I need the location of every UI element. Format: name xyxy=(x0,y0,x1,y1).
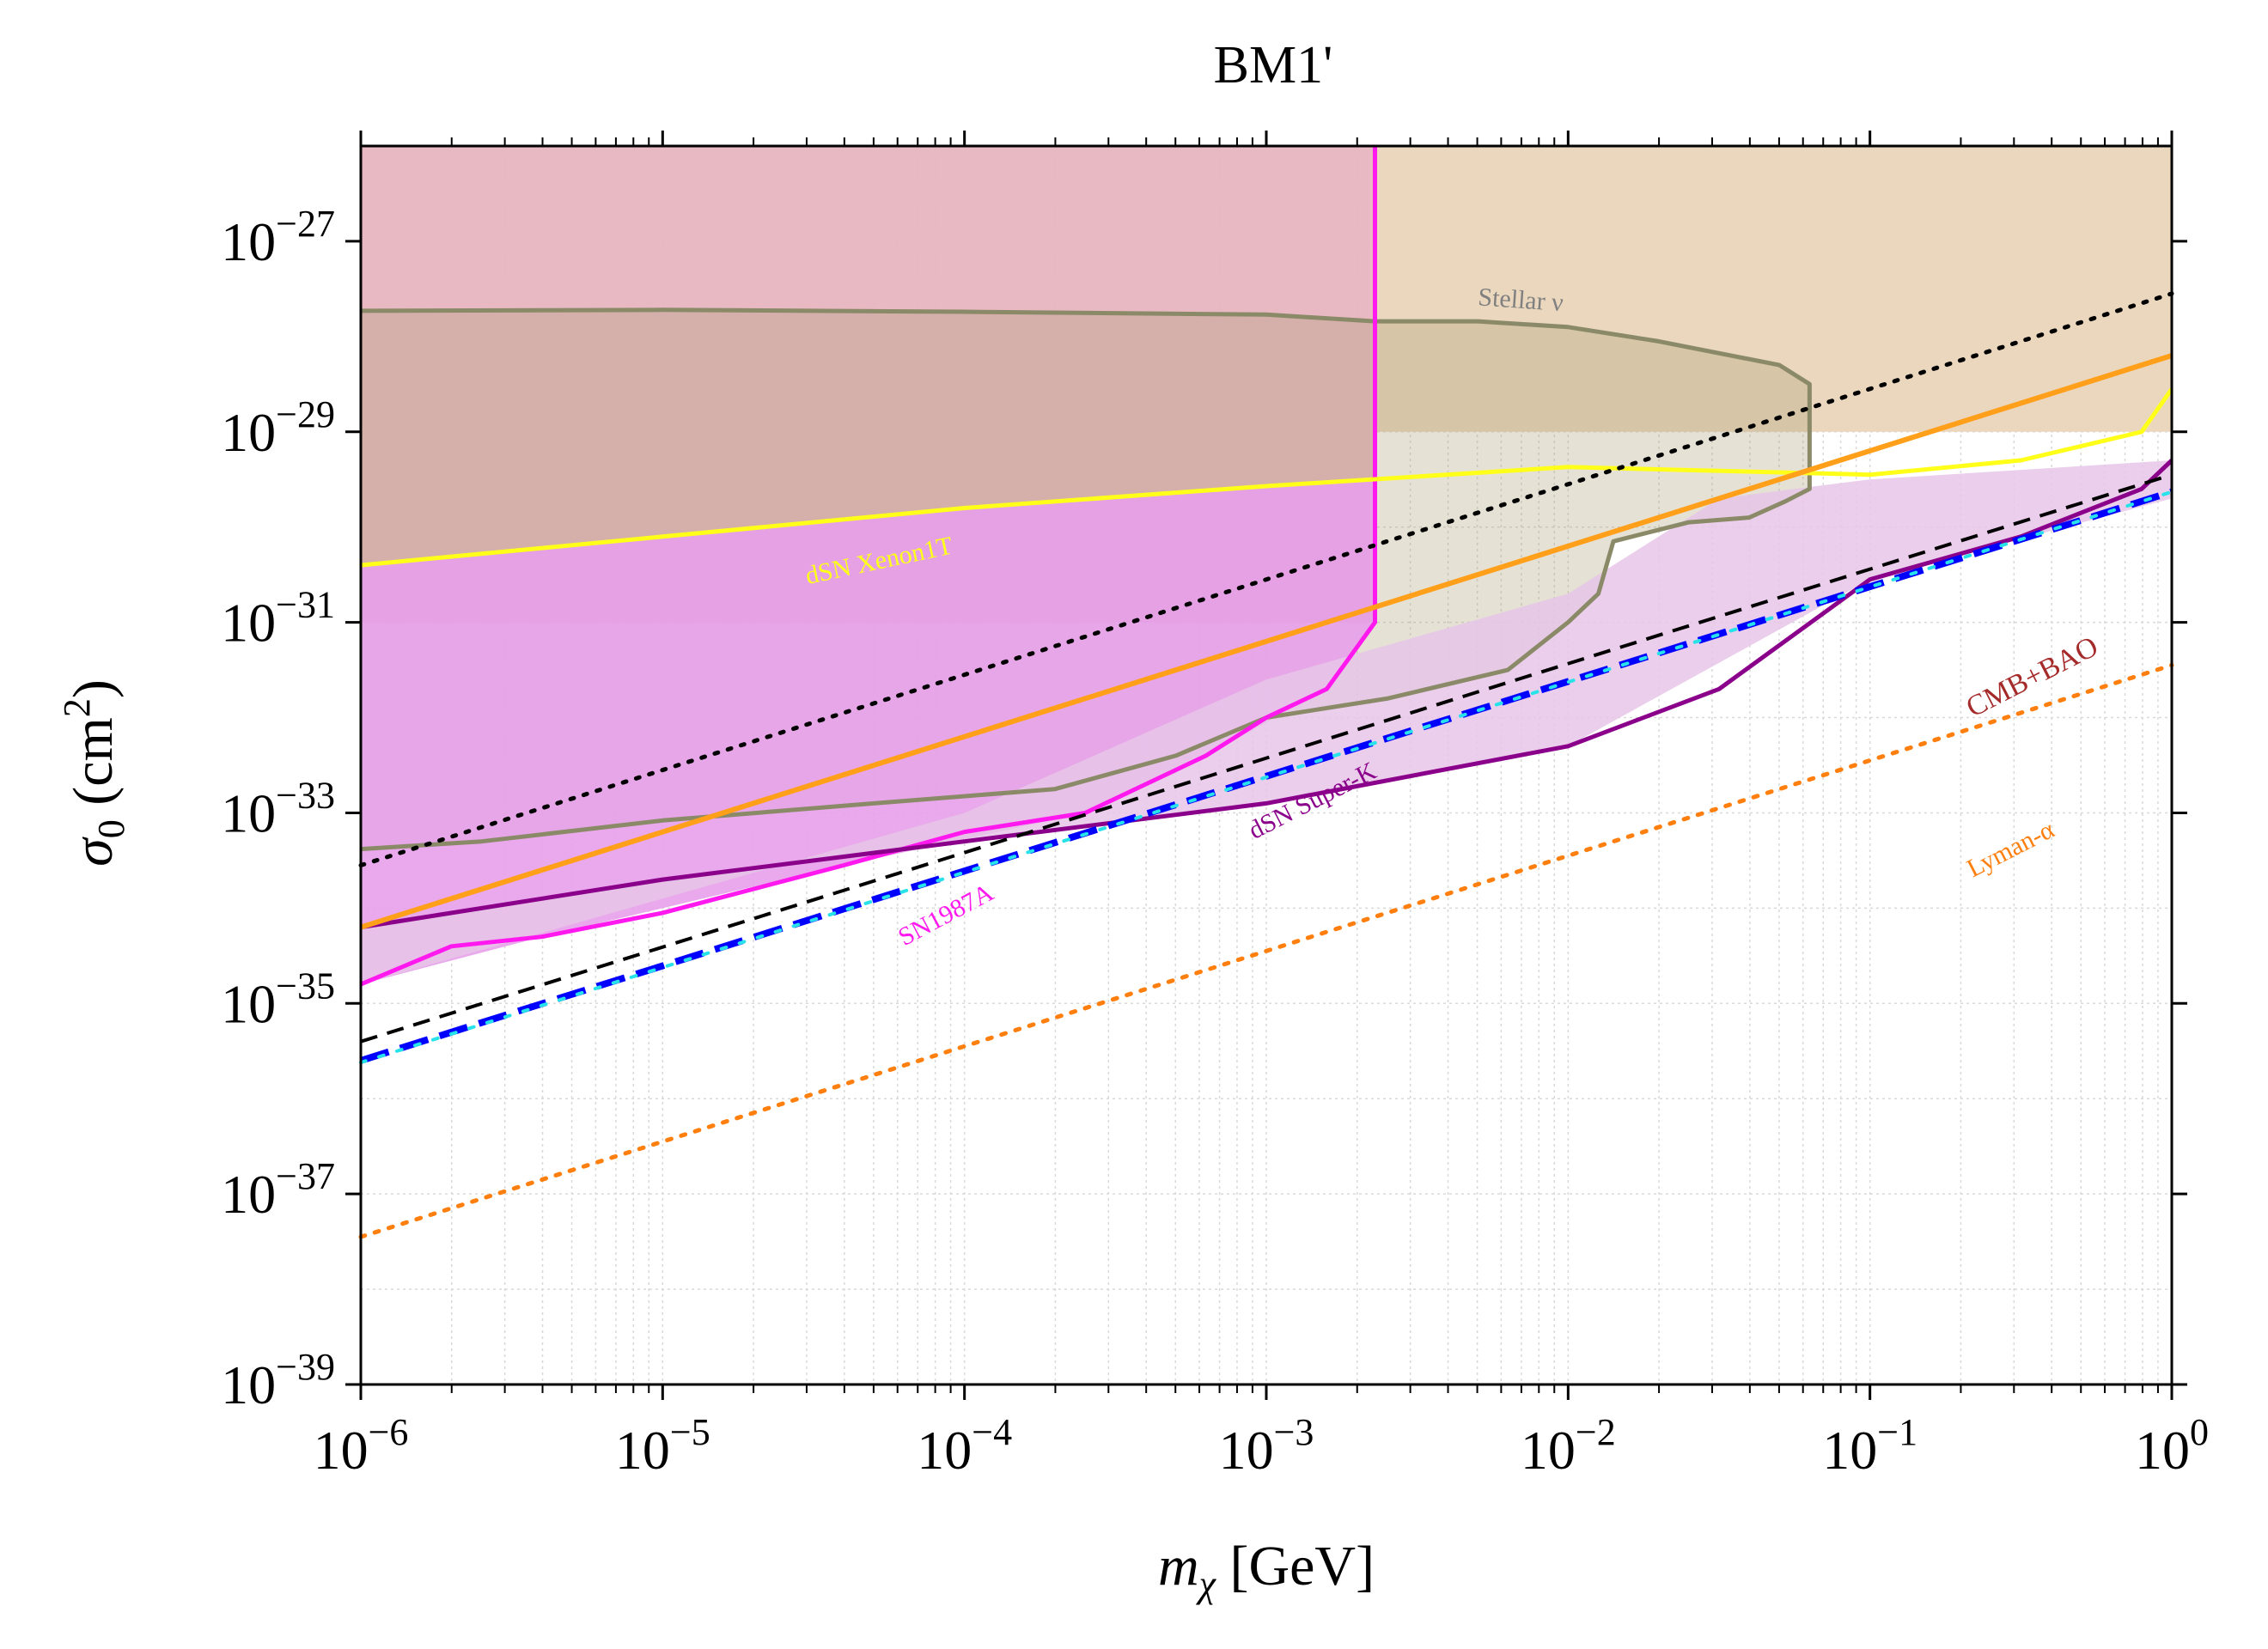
region-sn1987a-pink xyxy=(361,481,1375,985)
x-tick-label: 10−6 xyxy=(314,1411,409,1481)
series-dsn-xenon1t xyxy=(360,387,2174,568)
x-label-sub: χ xyxy=(1196,1563,1217,1605)
annotation-stellar-: Stellar ν xyxy=(1477,283,1564,317)
x-axis-label: mχ [GeV] xyxy=(1158,1535,1375,1605)
y-tick-label: 10−27 xyxy=(221,203,335,272)
x-tick-label-exponent: −1 xyxy=(1877,1411,1917,1453)
y-tick-label-exponent: −31 xyxy=(276,584,335,626)
series-sn1987a xyxy=(360,146,1377,987)
y-tick-label-exponent: −27 xyxy=(276,203,335,245)
annotation-sn1987a: SN1987A xyxy=(893,878,998,952)
y-tick-label-base: 10 xyxy=(221,782,276,843)
x-tick-label-exponent: 0 xyxy=(2190,1411,2209,1453)
y-tick-label-exponent: −35 xyxy=(276,964,335,1007)
y-label-main: σ xyxy=(62,837,125,867)
region-stellar-upper xyxy=(1375,146,2172,432)
tick-labels: 10−6 10−5 10−4 10−3 10−2 10−1 10010−2710−2910−… xyxy=(221,203,2209,1481)
y-tick-label: 10−33 xyxy=(221,774,335,843)
x-tick-label: 100 xyxy=(2135,1411,2209,1481)
series-black-dashed xyxy=(360,472,2173,1044)
shaded-regions xyxy=(361,146,2172,985)
y-tick-label-exponent: −37 xyxy=(276,1155,335,1197)
series-stellar- xyxy=(360,307,1812,852)
y-label-unit: (cm xyxy=(62,717,125,819)
y-tick-label-base: 10 xyxy=(221,1164,276,1225)
x-tick-label-base: 10 xyxy=(1822,1420,1877,1481)
series-cyan-dotted xyxy=(359,490,2174,1065)
y-tick-label: 10−35 xyxy=(221,964,335,1034)
y-tick-label-exponent: −29 xyxy=(276,393,335,435)
x-tick-label-base: 10 xyxy=(1521,1420,1576,1481)
x-tick-label-base: 10 xyxy=(2135,1420,2190,1481)
y-tick-label: 10−29 xyxy=(221,393,335,463)
series-dsn-super-k xyxy=(360,459,2174,930)
x-tick-label-base: 10 xyxy=(1219,1420,1274,1481)
series-lines xyxy=(358,146,2174,1239)
x-tick-label: 10−5 xyxy=(615,1411,710,1481)
x-tick-label: 10−1 xyxy=(1822,1411,1917,1481)
y-tick-label: 10−37 xyxy=(221,1155,335,1225)
x-tick-label-base: 10 xyxy=(615,1420,670,1481)
x-label-unit: [GeV] xyxy=(1216,1535,1375,1597)
y-axis-label: σ0 (cm2) xyxy=(56,679,132,867)
series-black-dotted xyxy=(358,291,2174,867)
y-tick-label-base: 10 xyxy=(221,1354,276,1415)
x-label-main: m xyxy=(1158,1535,1199,1597)
y-label-close: ) xyxy=(62,679,125,698)
x-tick-label-exponent: −3 xyxy=(1274,1411,1314,1453)
annotation-lyman-: Lyman-α xyxy=(1962,815,2058,883)
y-tick-label-base: 10 xyxy=(221,973,276,1034)
axis-ticks xyxy=(345,131,2187,1400)
y-label-sub: 0 xyxy=(90,819,132,838)
x-tick-label: 10−3 xyxy=(1219,1411,1314,1481)
y-label-sup: 2 xyxy=(56,698,98,717)
x-tick-label-exponent: −4 xyxy=(972,1411,1012,1453)
series-lyman- xyxy=(358,663,2174,1239)
y-tick-label-base: 10 xyxy=(221,211,276,272)
y-tick-label-base: 10 xyxy=(221,402,276,463)
x-tick-label: 10−2 xyxy=(1521,1411,1616,1481)
y-tick-label-exponent: −33 xyxy=(276,774,335,816)
x-tick-label-exponent: −5 xyxy=(670,1411,710,1453)
chart-title: BM1' xyxy=(1214,36,1333,94)
x-tick-label-base: 10 xyxy=(917,1420,972,1481)
x-tick-label: 10−4 xyxy=(917,1411,1012,1481)
y-tick-label: 10−31 xyxy=(221,584,335,654)
series-orange-line xyxy=(360,353,2173,930)
y-tick-label-base: 10 xyxy=(221,593,276,654)
x-tick-label-exponent: −6 xyxy=(369,1411,409,1453)
x-tick-label-base: 10 xyxy=(314,1420,369,1481)
y-tick-label-exponent: −39 xyxy=(276,1346,335,1388)
y-tick-label: 10−39 xyxy=(221,1346,335,1415)
x-tick-label-exponent: −2 xyxy=(1576,1411,1616,1453)
region-superk-light xyxy=(361,460,2172,985)
